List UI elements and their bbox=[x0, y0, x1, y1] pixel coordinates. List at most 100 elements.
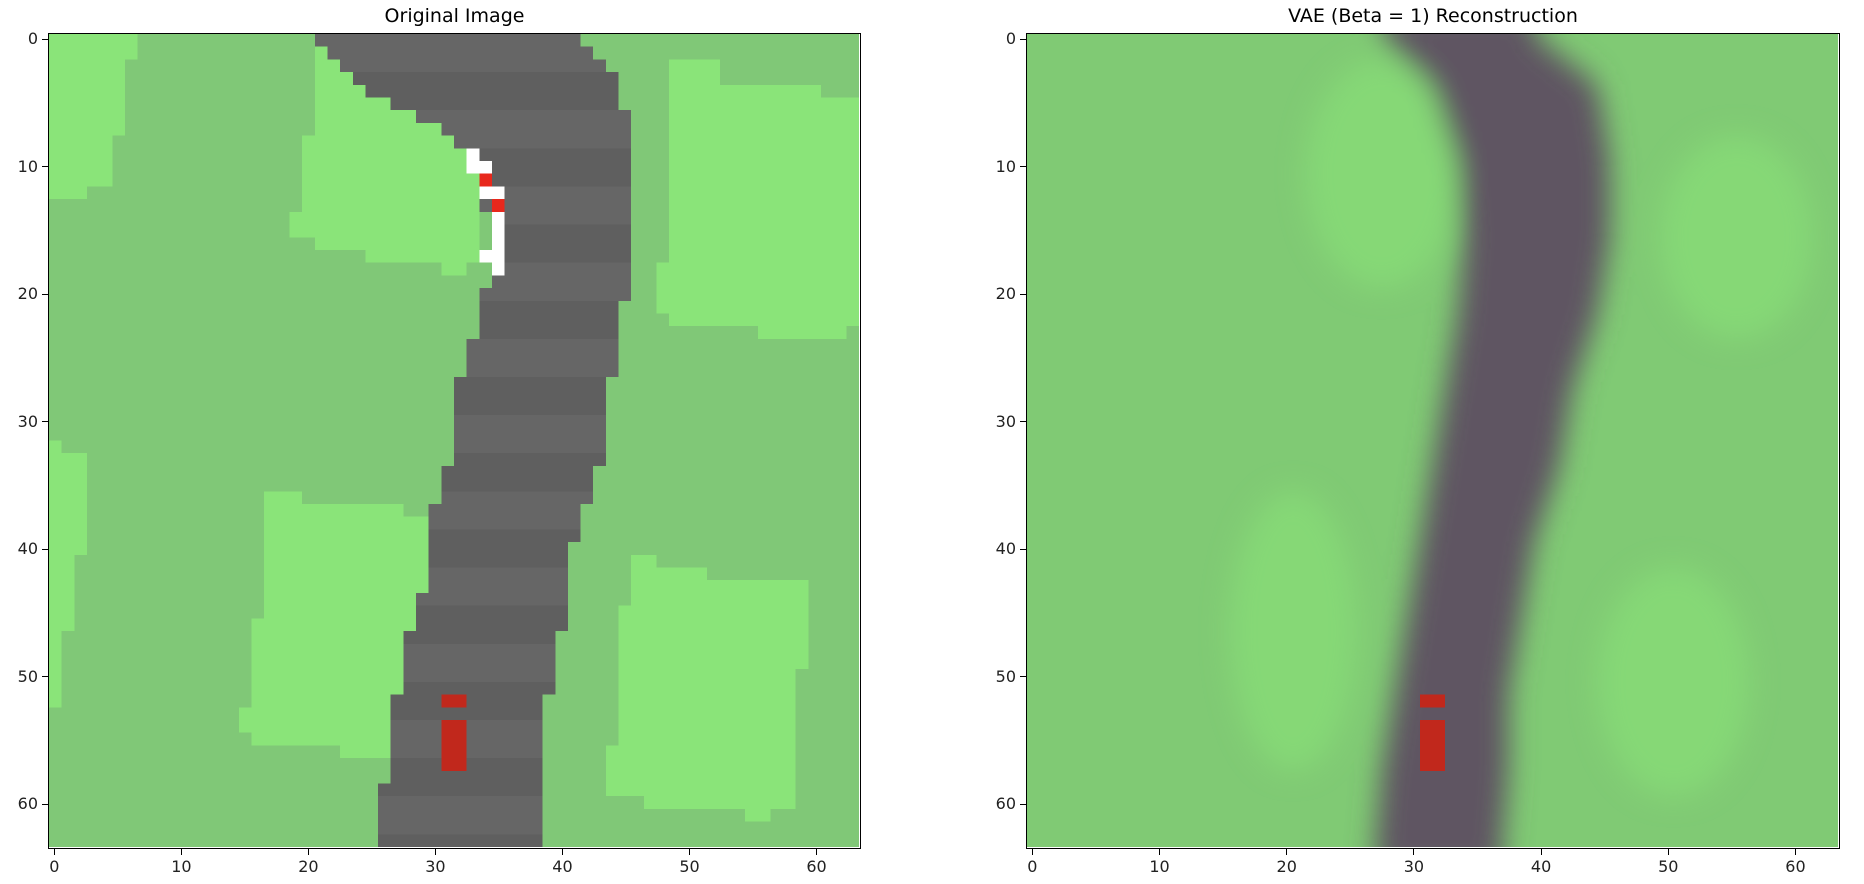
x-tick-mark bbox=[561, 849, 563, 855]
x-tick-label: 50 bbox=[679, 857, 700, 876]
x-tick-mark bbox=[53, 849, 55, 855]
road-row bbox=[1395, 681, 1510, 696]
road-row bbox=[1399, 656, 1514, 670]
road-row bbox=[479, 161, 632, 174]
road-row bbox=[403, 681, 556, 695]
road-row bbox=[1401, 643, 1516, 658]
x-tick-mark bbox=[180, 849, 182, 855]
road-row bbox=[479, 199, 632, 212]
y-tick-mark bbox=[42, 166, 48, 168]
y-tick-mark bbox=[1020, 676, 1026, 678]
x-tick-mark bbox=[307, 849, 309, 855]
x-tick-label: 10 bbox=[1149, 857, 1170, 876]
y-tick-mark bbox=[42, 548, 48, 550]
road-row bbox=[1410, 592, 1525, 607]
red-marker bbox=[491, 199, 505, 212]
red-marker bbox=[479, 173, 492, 187]
original-image-axes bbox=[48, 33, 861, 849]
lane-marker bbox=[466, 161, 492, 174]
original-image bbox=[49, 34, 859, 847]
road-row bbox=[1414, 567, 1529, 581]
road-row bbox=[441, 122, 632, 136]
x-tick-mark bbox=[1159, 849, 1161, 855]
road-row bbox=[491, 249, 632, 263]
y-tick-label: 0 bbox=[1005, 29, 1016, 49]
x-tick-label: 60 bbox=[1785, 857, 1806, 876]
y-tick-mark bbox=[1020, 166, 1026, 168]
road-row bbox=[1380, 783, 1507, 797]
road-row bbox=[1426, 72, 1590, 86]
road-row bbox=[1444, 389, 1571, 404]
road-row bbox=[1454, 326, 1591, 340]
road-row bbox=[454, 415, 606, 428]
x-tick-mark bbox=[1667, 849, 1669, 855]
y-tick-label: 50 bbox=[995, 666, 1016, 686]
panel-title-reconstruction: VAE (Beta = 1) Reconstruction bbox=[1288, 5, 1578, 27]
road-row bbox=[1438, 97, 1601, 111]
x-tick-mark bbox=[1540, 849, 1542, 855]
road-row bbox=[1418, 542, 1533, 556]
y-tick-label: 40 bbox=[995, 539, 1016, 559]
road-row bbox=[1408, 605, 1523, 619]
road-row bbox=[403, 631, 556, 644]
x-tick-mark bbox=[1413, 849, 1415, 855]
road-row bbox=[416, 605, 568, 619]
road-row bbox=[403, 656, 556, 670]
y-tick-label: 10 bbox=[995, 156, 1016, 176]
road-row bbox=[1446, 376, 1575, 391]
road-row bbox=[1451, 135, 1607, 149]
road-row bbox=[390, 97, 619, 111]
road-row bbox=[1406, 618, 1521, 632]
road-row bbox=[314, 34, 581, 47]
road-row bbox=[390, 770, 543, 784]
car bbox=[1419, 719, 1446, 771]
road-row bbox=[466, 351, 619, 365]
lane-marker bbox=[466, 148, 480, 162]
road-row bbox=[491, 275, 632, 289]
x-tick-label: 50 bbox=[1658, 857, 1679, 876]
road-row bbox=[491, 262, 632, 276]
road-row bbox=[378, 821, 543, 835]
road-row bbox=[378, 783, 543, 797]
road-row bbox=[428, 554, 568, 568]
road-row bbox=[1459, 288, 1601, 302]
road-row bbox=[1442, 402, 1569, 416]
road-row bbox=[1381, 770, 1509, 785]
road-row bbox=[1412, 580, 1527, 594]
road-row bbox=[1382, 758, 1509, 772]
road-row bbox=[1433, 453, 1561, 467]
y-tick-label: 30 bbox=[17, 411, 38, 431]
y-tick-mark bbox=[1020, 803, 1026, 805]
road-row bbox=[428, 516, 581, 530]
road-row bbox=[491, 211, 632, 225]
road-row bbox=[1389, 719, 1509, 734]
x-tick-label: 30 bbox=[1403, 857, 1425, 876]
road-row bbox=[1448, 364, 1579, 378]
road-row bbox=[416, 618, 568, 632]
road-row bbox=[454, 453, 606, 466]
road-row bbox=[1429, 478, 1553, 492]
road-row bbox=[1455, 148, 1609, 162]
road-row bbox=[454, 376, 606, 390]
road-row bbox=[479, 300, 619, 314]
road-row bbox=[1460, 186, 1610, 200]
grass-patch bbox=[1305, 59, 1458, 289]
lane-marker bbox=[479, 186, 492, 200]
road-row bbox=[1403, 631, 1519, 645]
road-row bbox=[352, 72, 619, 85]
lane-marker bbox=[491, 186, 505, 200]
car bbox=[441, 694, 467, 708]
y-tick-mark bbox=[1020, 38, 1026, 40]
road-row bbox=[441, 465, 594, 479]
road-row bbox=[479, 173, 632, 187]
road-row bbox=[1435, 440, 1563, 454]
y-tick-label: 10 bbox=[17, 156, 38, 176]
road-row bbox=[1427, 491, 1549, 505]
x-tick-label: 30 bbox=[425, 857, 446, 876]
x-tick-label: 20 bbox=[1276, 857, 1297, 876]
road-row bbox=[1462, 211, 1610, 226]
road-row bbox=[454, 402, 606, 416]
y-tick-label: 60 bbox=[995, 794, 1016, 814]
road-row bbox=[1413, 59, 1574, 73]
road-row bbox=[1460, 275, 1603, 289]
